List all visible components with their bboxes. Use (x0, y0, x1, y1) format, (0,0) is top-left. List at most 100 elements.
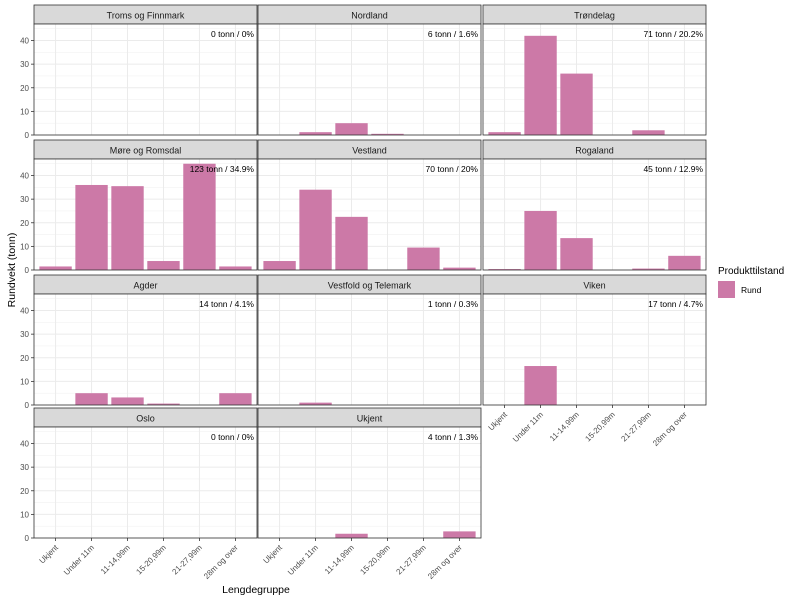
bar-agder-under-11m (75, 393, 108, 405)
facet-title: Vestfold og Telemark (328, 281, 412, 291)
bar-trondelag-11-14-99m (560, 73, 593, 135)
facet-annotation: 123 tonn / 34.9% (190, 164, 255, 174)
x-tick-label: 11-14,99m (99, 543, 132, 576)
facet-nordland: Nordland 6 tonn / 1.6% (257, 4, 482, 136)
bar-agder-11-14-99m (111, 397, 144, 405)
y-tick-label: 0 (25, 266, 30, 275)
facet-title: Viken (583, 281, 605, 291)
x-tick-label: 21-27,99m (619, 410, 653, 444)
y-tick-label: 40 (20, 307, 29, 316)
x-tick-label: 15-20,99m (583, 410, 617, 444)
facet-annotation: 14 tonn / 4.1% (199, 299, 254, 309)
panel-border (33, 426, 258, 539)
legend: Produkttilstand Rund (718, 266, 784, 298)
facet-annotation: 1 tonn / 0.3% (428, 299, 479, 309)
bar-rogaland-under-11m (524, 210, 557, 270)
panel-background (34, 294, 257, 405)
panel-background (258, 427, 481, 538)
y-tick-label: 20 (20, 487, 29, 496)
bar-trondelag-under-11m (524, 35, 557, 135)
bar-more-og-romsdal-28m-og-over (219, 266, 252, 270)
y-tick-label: 10 (20, 107, 29, 116)
panel-background (483, 294, 706, 405)
panel-border (482, 23, 707, 136)
bar-nordland-11-14-99m (335, 123, 368, 135)
bar-more-og-romsdal-under-11m (75, 184, 108, 270)
y-tick-label: 40 (20, 37, 29, 46)
bar-more-og-romsdal-21-27-99m (183, 163, 216, 270)
bar-vestland-11-14-99m (335, 216, 368, 270)
panel-background (483, 24, 706, 135)
x-tick-label: 11-14,99m (548, 410, 581, 443)
facet-title: Oslo (136, 414, 155, 424)
panel-border (33, 293, 258, 406)
bar-rogaland-21-27-99m (632, 268, 665, 270)
bar-more-og-romsdal-11-14-99m (111, 186, 144, 270)
legend-key-rund (718, 281, 735, 298)
x-tick-label: 15-20,99m (358, 543, 392, 577)
facet-viken: Viken 17 tonn / 4.7% Ukjent Under 11m 11-14,… (482, 274, 707, 448)
y-tick-label: 10 (20, 377, 29, 386)
panel-background (483, 159, 706, 270)
x-tick-label: 11-14,99m (323, 543, 356, 576)
y-tick-label: 20 (20, 354, 29, 363)
bar-vestfold-og-telemark-under-11m (299, 402, 332, 405)
facet-annotation: 45 tonn / 12.9% (643, 164, 703, 174)
y-tick-label: 30 (20, 330, 29, 339)
facet-vestland: Vestland 70 tonn / 20% (257, 139, 482, 271)
facet-title: Rogaland (575, 146, 614, 156)
panel-background (34, 159, 257, 270)
x-tick-label: 28m og over (651, 410, 689, 448)
facet-title: Ukjent (357, 414, 383, 424)
x-tick-label: 28m og over (202, 543, 240, 581)
bar-rogaland-11-14-99m (560, 238, 593, 270)
x-tick-label: 28m og over (426, 543, 464, 581)
x-tick-label: Under 11m (286, 543, 320, 577)
x-tick-label: Ukjent (38, 543, 61, 566)
x-tick-label: Under 11m (62, 543, 96, 577)
panel-border (482, 293, 707, 406)
facet-title: Agder (133, 281, 157, 291)
panel-background (34, 427, 257, 538)
y-tick-label: 30 (20, 463, 29, 472)
facet-title: Møre og Romsdal (110, 146, 182, 156)
bar-vestland-28m-og-over (443, 267, 476, 270)
y-tick-label: 0 (25, 131, 30, 140)
facet-annotation: 0 tonn / 0% (211, 432, 254, 442)
y-tick-label: 30 (20, 195, 29, 204)
bar-viken-under-11m (524, 366, 557, 405)
x-axis-title: Lengdegruppe (222, 584, 290, 596)
facet-annotation: 6 tonn / 1.6% (428, 29, 479, 39)
facet-trondelag: Trøndelag 71 tonn / 20.2% (482, 4, 707, 136)
bar-trondelag-21-27-99m (632, 130, 665, 135)
bar-more-og-romsdal-15-20-99m (147, 261, 180, 270)
panel-border (257, 158, 482, 271)
facet-rogaland: Rogaland 45 tonn / 12.9% (482, 139, 707, 271)
facet-vestfold-og-telemark: Vestfold og Telemark 1 tonn / 0.3% (257, 274, 482, 406)
legend-title: Produkttilstand (718, 266, 784, 277)
x-tick-label: Ukjent (487, 410, 510, 433)
panel-border (482, 158, 707, 271)
y-tick-label: 40 (20, 440, 29, 449)
y-tick-label: 10 (20, 510, 29, 519)
facet-title: Troms og Finnmark (107, 11, 185, 21)
facet-panels: Troms og Finnmark 0 tonn / 0% 0 10 20 30 40 Nor… (20, 4, 707, 581)
bar-ukjent-11-14-99m (335, 533, 368, 538)
bar-nordland-under-11m (299, 132, 332, 135)
bar-vestland-ukjent (263, 261, 296, 270)
panel-border (257, 426, 482, 539)
bar-ukjent-28m-og-over (443, 531, 476, 538)
bar-vestland-21-27-99m (407, 247, 440, 270)
facet-annotation: 70 tonn / 20% (426, 164, 479, 174)
y-tick-label: 0 (25, 401, 30, 410)
x-tick-label: Under 11m (511, 410, 545, 444)
facet-troms-og-finnmark: Troms og Finnmark 0 tonn / 0% 0 10 20 30 40 (20, 4, 258, 140)
y-tick-label: 20 (20, 219, 29, 228)
facet-annotation: 17 tonn / 4.7% (648, 299, 703, 309)
bar-rogaland-ukjent (488, 269, 521, 270)
bar-agder-28m-og-over (219, 393, 252, 405)
x-tick-label: Ukjent (262, 543, 285, 566)
panel-background (258, 294, 481, 405)
